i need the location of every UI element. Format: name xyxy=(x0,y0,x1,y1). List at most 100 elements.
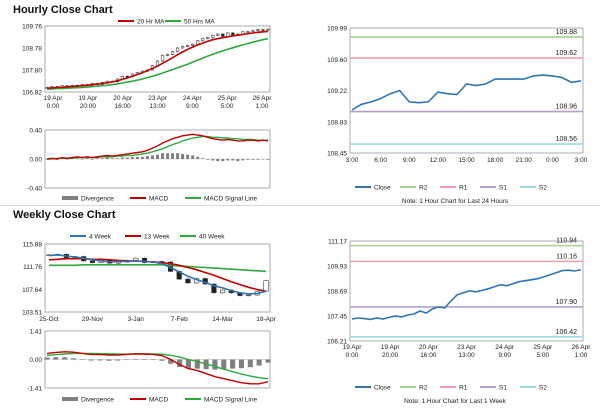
legend-50hr-ma-label: 50 Hrs MA xyxy=(184,19,215,26)
hourly-price-x-tick: 16:00 xyxy=(115,103,132,110)
legend-hourly-divergence-swatch xyxy=(62,196,78,200)
hourly-pivot-x-tick: 18:00 xyxy=(487,157,504,164)
hourly-pivot-level-label: 108.56 xyxy=(556,136,578,143)
hourly-price-x-tick: 25 Apr xyxy=(218,95,238,102)
legend-hourly-divergence-label: Divergence xyxy=(81,196,114,203)
weekly-pivot-legend-s1-label: S1 xyxy=(499,385,507,392)
hourly-price-x-tick: 1:00 xyxy=(256,103,269,110)
weekly-pivot-close-line xyxy=(351,268,582,321)
hourly-candle-body xyxy=(196,40,200,45)
hourly-divergence-bar xyxy=(256,159,260,160)
weekly-divergence-bar xyxy=(159,359,165,361)
weekly-pivot-legend-r1-label: R1 xyxy=(459,385,468,392)
hourly-pivot-x-tick: 12:00 xyxy=(430,157,447,164)
weekly-divergence-bar xyxy=(238,359,245,369)
hourly-candle-body xyxy=(181,46,185,49)
hourly-pivot-x-tick: 21:00 xyxy=(516,157,533,164)
weekly-divergence-bar xyxy=(53,357,59,360)
section-divider xyxy=(0,205,600,206)
hourly-divergence-bar xyxy=(156,154,159,159)
hourly-divergence-bar xyxy=(90,159,94,160)
hourly-price-x-tick: 19 Apr xyxy=(78,95,98,102)
weekly-divergence-bar xyxy=(70,358,77,360)
hourly-price-frame xyxy=(44,25,271,93)
hourly-divergence-bar xyxy=(176,153,180,159)
hourly-price-x-tick: 5:00 xyxy=(221,103,234,110)
hourly-divergence-bar xyxy=(246,159,250,160)
hourly-pivot-level-label: 109.88 xyxy=(556,29,578,36)
weekly-macd-y-tick: 0.00 xyxy=(29,357,42,364)
hourly-divergence-bar xyxy=(100,158,104,159)
hourly-candle-body xyxy=(216,33,220,36)
weekly-macd-y-tick: 1.41 xyxy=(29,329,42,336)
hourly-candle-body xyxy=(211,34,215,38)
weekly-pivot-y-tick: 109.93 xyxy=(327,264,347,271)
hourly-divergence-bar xyxy=(105,157,109,159)
hourly-divergence-bar xyxy=(120,157,124,159)
hourly-pivot-x-tick: 9:00 xyxy=(403,157,416,164)
legend-hourly-signal-label: MACD Signal Line xyxy=(204,196,257,203)
weekly-pivot-x-tick: 0:00 xyxy=(346,352,359,359)
hourly-divergence-bar xyxy=(80,159,84,160)
weekly-pivot-x-tick: 20:00 xyxy=(382,352,399,359)
hourly-divergence-bar xyxy=(135,156,139,159)
hourly-pivot-close-line xyxy=(351,74,582,111)
hourly-pivot-level-label: 109.62 xyxy=(556,50,578,57)
legend-weekly-divergence-label: Divergence xyxy=(81,397,114,404)
hourly-divergence-bar xyxy=(161,153,164,159)
hourly-divergence-bar xyxy=(196,156,200,159)
weekly-pivot-x-tick: 24 Apr xyxy=(495,344,515,351)
hourly-price-x-tick: 26 Apr xyxy=(253,95,273,102)
weekly-candle-body xyxy=(185,278,191,284)
weekly-candle-body xyxy=(246,294,252,297)
hourly-pivot-x-tick: 6:00 xyxy=(374,157,387,164)
weekly-divergence-bar xyxy=(247,359,253,368)
legend-4-week-label: 4 Week xyxy=(89,234,112,241)
hourly-price-x-tick: 24 Apr xyxy=(183,95,203,102)
weekly-candle-body xyxy=(220,289,226,294)
weekly-divergence-bar xyxy=(97,359,103,361)
hourly-divergence-bar xyxy=(216,159,220,162)
weekly-divergence-bar xyxy=(221,359,227,369)
hourly-pivot-y-tick: 109.22 xyxy=(327,88,347,95)
weekly-divergence-bar xyxy=(230,359,236,369)
weekly-divergence-bar xyxy=(168,359,174,364)
weekly-price-x-tick: 3-Jan xyxy=(128,316,145,323)
hourly-divergence-bar xyxy=(241,159,245,161)
hourly-ma20-line xyxy=(47,30,269,89)
weekly-pivot-x-tick: 25 Apr xyxy=(533,344,553,351)
hourly-candle-body xyxy=(160,55,165,62)
hourly-candle-body xyxy=(186,45,190,47)
weekly-price-y-tick: 115.88 xyxy=(23,242,43,249)
hourly-candle-body xyxy=(206,37,210,39)
weekly-price-x-tick: 14-Mar xyxy=(212,316,233,323)
weekly-divergence-bar xyxy=(115,359,121,361)
weekly-4wk-line xyxy=(48,254,267,295)
weekly-price-x-tick: 18-Apr xyxy=(256,316,276,323)
hourly-macd-y-tick: -0.40 xyxy=(27,186,42,193)
hourly-divergence-bar xyxy=(181,153,185,159)
hourly-divergence-bar xyxy=(140,156,144,159)
weekly-macd-line xyxy=(46,351,269,385)
weekly-divergence-bar xyxy=(62,357,68,360)
hourly-candle-body xyxy=(175,47,180,52)
hourly-divergence-bar xyxy=(95,158,99,159)
hourly-pivot-y-tick: 109.99 xyxy=(327,26,347,33)
hourly-pivot-legend-s2-label: S2 xyxy=(539,185,547,192)
hourly-candle-body xyxy=(221,33,225,37)
weekly-pivot-x-tick: 16:00 xyxy=(420,352,437,359)
weekly-price-x-tick: 29-Nov xyxy=(82,316,104,323)
hourly-candle-body xyxy=(256,29,260,31)
hourly-candle-body xyxy=(246,31,250,33)
weekly-pivot-frame xyxy=(349,240,584,342)
hourly-candle-body xyxy=(165,54,170,56)
hourly-price-y-tick: 108.78 xyxy=(22,46,42,53)
weekly-pivot-x-tick: 19 Apr xyxy=(381,344,401,351)
weekly-candle-body xyxy=(141,257,148,263)
hourly-pivot-legend-r1-label: R1 xyxy=(459,185,468,192)
weekly-divergence-bar xyxy=(150,359,156,360)
hourly-pivot-y-tick: 108.45 xyxy=(327,151,347,158)
hourly-pivot-legend-s1-label: S1 xyxy=(499,185,507,192)
